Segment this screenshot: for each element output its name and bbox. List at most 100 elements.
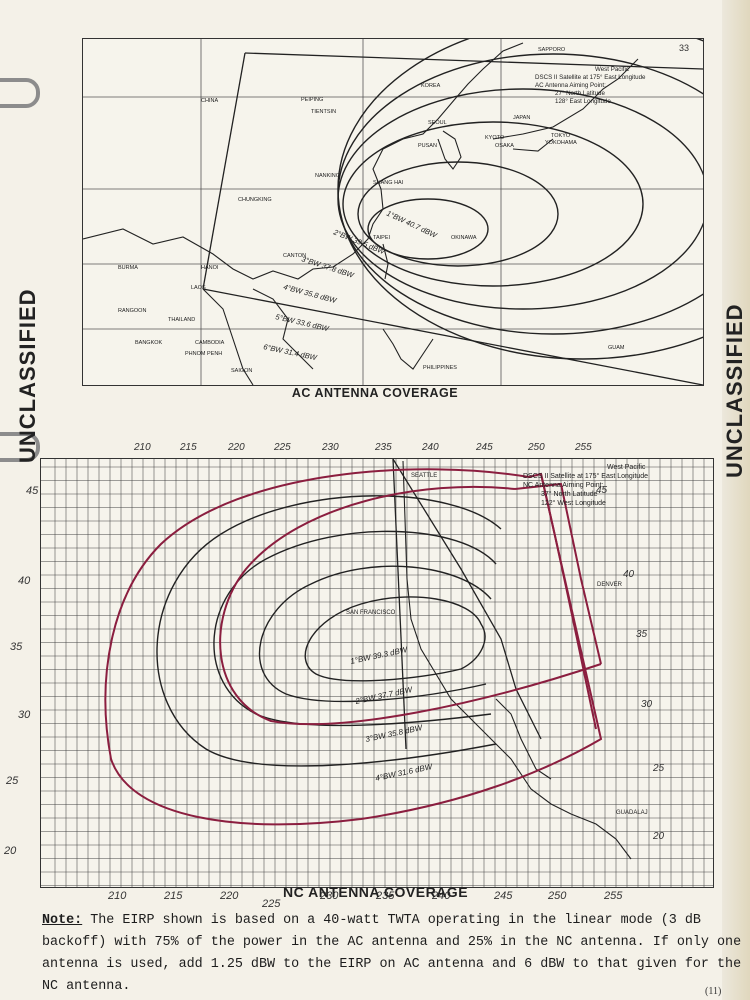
place-label: CAMBODIA bbox=[195, 340, 225, 346]
page-number: (11) bbox=[705, 986, 722, 997]
tick-label: 240 bbox=[421, 442, 439, 453]
nc-left-axis: 45 40 35 30 25 20 bbox=[3, 485, 39, 857]
tick-label: 240 bbox=[431, 890, 451, 902]
ac-coverage-map: CHINA PEIPING TIENTSIN KOREA SEOUL PUSAN… bbox=[82, 18, 750, 386]
tick-label: 35 bbox=[10, 641, 23, 653]
note-text: The EIRP shown is based on a 40-watt TWT… bbox=[42, 913, 742, 994]
tick-label: 230 bbox=[319, 890, 339, 902]
info-line: NC Antenna Aiming Point: bbox=[523, 482, 604, 489]
tick-label: 40 bbox=[623, 569, 635, 580]
tick-label: 210 bbox=[133, 442, 151, 453]
nc-sector bbox=[392, 458, 542, 750]
place-label: PEIPING bbox=[301, 97, 323, 103]
place-label: PUSAN bbox=[418, 143, 437, 149]
beam-label: 5°BW 33.6 dBW bbox=[275, 312, 331, 333]
place-label: PHNOM PENH bbox=[185, 351, 222, 357]
place-label: CANTON bbox=[283, 253, 306, 259]
binder-ring bbox=[0, 78, 40, 108]
place-label: KYOTO bbox=[485, 135, 505, 141]
place-label: SEATTLE bbox=[411, 473, 437, 479]
place-label: YOKOHAMA bbox=[545, 140, 577, 146]
tick-label: 255 bbox=[603, 890, 623, 902]
place-label: SEOUL bbox=[428, 120, 447, 126]
tick-label: 220 bbox=[219, 890, 239, 902]
tick-label: 230 bbox=[321, 442, 339, 453]
info-line: AC Antenna Aiming Point: bbox=[535, 82, 606, 89]
coverage-sector bbox=[202, 52, 704, 386]
nc-grid bbox=[41, 459, 713, 887]
place-label: SHANG HAI bbox=[373, 180, 404, 186]
beam-label: 1°BW 39.3 dBW bbox=[350, 645, 410, 666]
nc-map-caption: NC ANTENNA COVERAGE bbox=[283, 884, 469, 900]
tick-label: 225 bbox=[273, 442, 291, 453]
map-grid bbox=[83, 39, 703, 385]
beam-label: 4°BW 31.6 dBW bbox=[375, 762, 435, 783]
place-label: GUADALAJ bbox=[616, 810, 648, 816]
info-line: 27° North Latitude bbox=[555, 90, 606, 97]
nc-top-axis: 210 215 220 225 230 235 240 245 250 255 bbox=[133, 442, 592, 453]
place-label: LAOS bbox=[191, 285, 206, 291]
binder-ring bbox=[0, 432, 40, 462]
info-line: 122° West Longitude bbox=[541, 499, 606, 507]
tick-label: 235 bbox=[375, 890, 395, 902]
place-label: NANKING bbox=[315, 173, 340, 179]
place-label: RANGOON bbox=[118, 308, 146, 314]
nc-coastline bbox=[402, 460, 632, 860]
info-line: 128° East Longitude bbox=[555, 98, 611, 105]
place-label: BURMA bbox=[118, 265, 138, 271]
tick-label: 245 bbox=[493, 890, 513, 902]
ac-map-caption: AC ANTENNA COVERAGE bbox=[291, 386, 459, 400]
place-label: DENVER bbox=[597, 582, 623, 588]
place-label: CHINA bbox=[201, 98, 218, 104]
beam-label: 3°BW 35.8 dBW bbox=[365, 723, 425, 744]
place-label: THAILAND bbox=[168, 317, 195, 323]
beam-label: 6°BW 31.4 dBW bbox=[263, 342, 319, 362]
tick-label: 25 bbox=[652, 763, 665, 774]
place-label: OSAKA bbox=[495, 143, 514, 149]
tick-label: 210 bbox=[107, 890, 127, 902]
tick-label: 30 bbox=[18, 709, 31, 721]
beam-label: 2°BW 39.5 dBW bbox=[331, 227, 386, 256]
note-label: Note: bbox=[42, 913, 83, 928]
tick-label: 35 bbox=[636, 629, 648, 640]
binder-edge bbox=[722, 0, 750, 1000]
info-line: DSCS II Satellite at 175° East Longitude bbox=[535, 74, 646, 81]
footnote: Note: The EIRP shown is based on a 40-wa… bbox=[42, 910, 742, 998]
hand-drawn-contours bbox=[104, 468, 603, 826]
tick-label: 225 bbox=[261, 898, 281, 907]
beam-label: 4°BW 35.8 dBW bbox=[282, 282, 338, 305]
tick-label: 220 bbox=[227, 442, 245, 453]
place-label: GUAM bbox=[608, 345, 625, 351]
info-line: 37° North Latitude bbox=[541, 490, 598, 498]
place-label: TAIPEI bbox=[373, 235, 390, 241]
nc-coverage-map: SEATTLE SAN FRANCISCO DENVER GUADALAJ 1°… bbox=[29, 458, 714, 888]
place-label: TIENTSIN bbox=[311, 109, 336, 115]
place-label: BANGKOK bbox=[135, 340, 163, 346]
place-label: HANOI bbox=[201, 265, 219, 271]
place-label: CHUNGKING bbox=[238, 197, 272, 203]
nc-beam-contours bbox=[156, 495, 502, 767]
info-line: DSCS II Satellite at 175° East Longitude bbox=[523, 472, 648, 480]
tick-label: 20 bbox=[3, 845, 17, 857]
info-line: West Pacific bbox=[595, 66, 629, 73]
tick-label: 40 bbox=[18, 575, 31, 587]
nc-bottom-axis: 210 215 220 225 230 235 240 245 250 255 bbox=[107, 890, 623, 907]
beam-label: 1°BW 40.7 dBW bbox=[385, 209, 439, 240]
coastline bbox=[82, 42, 639, 386]
place-label: PHILIPPINES bbox=[423, 365, 457, 371]
tick-label: 25 bbox=[5, 775, 19, 787]
tick-label: 245 bbox=[475, 442, 493, 453]
tick-label: 45 bbox=[26, 485, 39, 497]
tick-label: 250 bbox=[527, 442, 545, 453]
tick-label: 30 bbox=[641, 699, 653, 710]
tick-label: 250 bbox=[547, 890, 567, 902]
page-corner-number: 33 bbox=[679, 43, 689, 53]
place-label: OKINAWA bbox=[451, 235, 477, 241]
beam-contours bbox=[337, 18, 750, 360]
tick-label: 45 bbox=[596, 485, 608, 496]
beam-label: 2°BW 37.7 dBW bbox=[354, 685, 415, 706]
place-label: SAPPORO bbox=[538, 47, 566, 53]
tick-label: 215 bbox=[179, 442, 197, 453]
info-line: West Pacific bbox=[607, 464, 646, 471]
